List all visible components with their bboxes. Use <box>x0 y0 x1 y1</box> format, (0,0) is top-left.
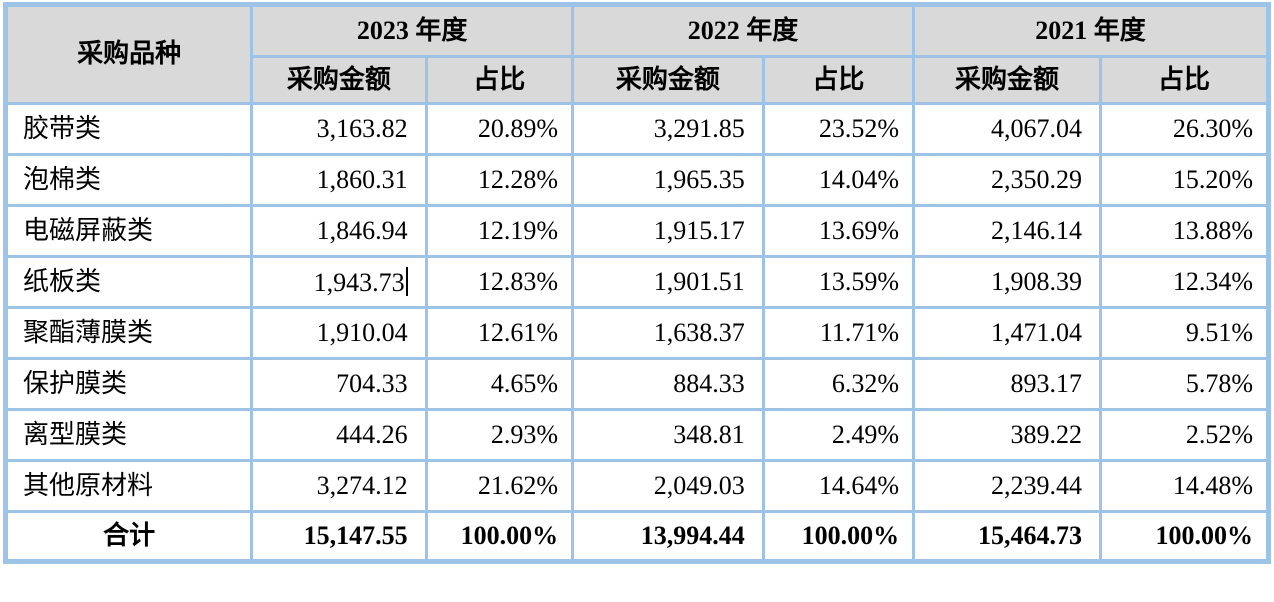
table-row-other-materials: 其他原材料 3,274.12 21.62% 2,049.03 14.64% 2,… <box>3 459 1271 513</box>
category-header-cell[interactable]: 采购品种 <box>3 3 254 105</box>
category-cell[interactable]: 聚酯薄膜类 <box>3 306 254 360</box>
category-cell[interactable]: 纸板类 <box>3 255 254 309</box>
ratio-cell[interactable]: 21.62% <box>424 459 575 513</box>
amount-cell[interactable]: 1,901.51 <box>571 255 765 309</box>
category-cell[interactable]: 保护膜类 <box>3 357 254 411</box>
ratio-cell[interactable]: 14.04% <box>761 153 916 207</box>
ratio-header-2023[interactable]: 占比 <box>424 55 575 105</box>
ratio-cell[interactable]: 13.69% <box>761 204 916 258</box>
table-row-foam: 泡棉类 1,860.31 12.28% 1,965.35 14.04% 2,35… <box>3 153 1271 207</box>
ratio-cell[interactable]: 12.34% <box>1098 255 1271 309</box>
ratio-cell[interactable]: 2.49% <box>761 408 916 462</box>
amount-cell[interactable]: 704.33 <box>250 357 428 411</box>
category-cell[interactable]: 其他原材料 <box>3 459 254 513</box>
total-ratio-cell[interactable]: 100.00% <box>1098 510 1271 563</box>
ratio-cell[interactable]: 12.28% <box>424 153 575 207</box>
table-row-total: 合计 15,147.55 100.00% 13,994.44 100.00% 1… <box>3 510 1271 563</box>
table-row-release-film: 离型膜类 444.26 2.93% 348.81 2.49% 389.22 2.… <box>3 408 1271 462</box>
amount-cell[interactable]: 1,908.39 <box>912 255 1102 309</box>
text-cursor <box>405 266 408 296</box>
ratio-cell[interactable]: 20.89% <box>424 102 575 156</box>
amount-header-2023[interactable]: 采购金额 <box>250 55 428 105</box>
category-cell[interactable]: 胶带类 <box>3 102 254 156</box>
table-row-tape: 胶带类 3,163.82 20.89% 3,291.85 23.52% 4,06… <box>3 102 1271 156</box>
amount-value: 1,943.73 <box>313 267 405 297</box>
header-row-years: 采购品种 2023 年度 2022 年度 2021 年度 <box>3 3 1270 105</box>
table-row-polyester-film: 聚酯薄膜类 1,910.04 12.61% 1,638.37 11.71% 1,… <box>3 306 1271 360</box>
category-cell[interactable]: 泡棉类 <box>3 153 254 207</box>
total-amount-cell[interactable]: 15,147.55 <box>250 510 428 563</box>
amount-cell[interactable]: 4,067.04 <box>912 102 1102 156</box>
year-header-2021[interactable]: 2021 年度 <box>912 3 1270 58</box>
ratio-cell[interactable]: 26.30% <box>1098 102 1271 156</box>
ratio-cell[interactable]: 12.61% <box>424 306 575 360</box>
total-label-cell[interactable]: 合计 <box>3 510 254 563</box>
ratio-cell[interactable]: 4.65% <box>424 357 575 411</box>
ratio-cell[interactable]: 2.93% <box>424 408 575 462</box>
amount-cell[interactable]: 2,146.14 <box>912 204 1102 258</box>
ratio-cell[interactable]: 2.52% <box>1098 408 1271 462</box>
table-footer: 合计 15,147.55 100.00% 13,994.44 100.00% 1… <box>3 510 1271 563</box>
total-amount-cell[interactable]: 13,994.44 <box>571 510 765 563</box>
amount-cell[interactable]: 1,471.04 <box>912 306 1102 360</box>
ratio-cell[interactable]: 23.52% <box>761 102 916 156</box>
amount-cell[interactable]: 2,049.03 <box>571 459 765 513</box>
ratio-cell[interactable]: 12.83% <box>424 255 575 309</box>
amount-cell[interactable]: 893.17 <box>912 357 1102 411</box>
amount-cell[interactable]: 1,965.35 <box>571 153 765 207</box>
ratio-cell[interactable]: 12.19% <box>424 204 575 258</box>
total-amount-cell[interactable]: 15,464.73 <box>912 510 1102 563</box>
amount-cell[interactable]: 3,163.82 <box>250 102 428 156</box>
amount-header-2022[interactable]: 采购金额 <box>571 55 765 105</box>
amount-cell[interactable]: 348.81 <box>571 408 765 462</box>
amount-cell[interactable]: 1,910.04 <box>250 306 428 360</box>
total-ratio-cell[interactable]: 100.00% <box>424 510 575 563</box>
year-header-2023[interactable]: 2023 年度 <box>250 3 575 58</box>
ratio-cell[interactable]: 11.71% <box>761 306 916 360</box>
ratio-cell[interactable]: 6.32% <box>761 357 916 411</box>
ratio-cell[interactable]: 13.59% <box>761 255 916 309</box>
category-cell[interactable]: 电磁屏蔽类 <box>3 204 254 258</box>
total-ratio-cell[interactable]: 100.00% <box>761 510 916 563</box>
ratio-header-2022[interactable]: 占比 <box>761 55 916 105</box>
table-row-protective-film: 保护膜类 704.33 4.65% 884.33 6.32% 893.17 5.… <box>3 357 1271 411</box>
amount-cell[interactable]: 444.26 <box>250 408 428 462</box>
amount-cell[interactable]: 884.33 <box>571 357 765 411</box>
amount-cell[interactable]: 2,350.29 <box>912 153 1102 207</box>
ratio-cell[interactable]: 14.64% <box>761 459 916 513</box>
ratio-header-2021[interactable]: 占比 <box>1098 55 1271 105</box>
ratio-cell[interactable]: 9.51% <box>1098 306 1271 360</box>
ratio-cell[interactable]: 5.78% <box>1098 357 1271 411</box>
year-header-2022[interactable]: 2022 年度 <box>571 3 916 58</box>
amount-cell[interactable]: 389.22 <box>912 408 1102 462</box>
category-cell[interactable]: 离型膜类 <box>3 408 254 462</box>
ratio-cell[interactable]: 14.48% <box>1098 459 1271 513</box>
amount-cell[interactable]: 3,291.85 <box>571 102 765 156</box>
document-page: 采购品种 2023 年度 2022 年度 2021 年度 采购金额 占比 采购金… <box>3 2 1271 564</box>
table-row-emi-shielding: 电磁屏蔽类 1,846.94 12.19% 1,915.17 13.69% 2,… <box>3 204 1271 258</box>
ratio-cell[interactable]: 15.20% <box>1098 153 1271 207</box>
table-header: 采购品种 2023 年度 2022 年度 2021 年度 采购金额 占比 采购金… <box>3 3 1271 105</box>
amount-cell[interactable]: 1,846.94 <box>250 204 428 258</box>
procurement-table: 采购品种 2023 年度 2022 年度 2021 年度 采购金额 占比 采购金… <box>3 2 1271 564</box>
amount-header-2021[interactable]: 采购金额 <box>912 55 1102 105</box>
header-row-subcolumns: 采购金额 占比 采购金额 占比 采购金额 占比 <box>6 55 1271 105</box>
amount-cell[interactable]: 1,943.73 <box>250 255 428 309</box>
amount-cell[interactable]: 1,860.31 <box>250 153 428 207</box>
amount-cell[interactable]: 1,915.17 <box>571 204 765 258</box>
ratio-cell[interactable]: 13.88% <box>1098 204 1271 258</box>
amount-cell[interactable]: 1,638.37 <box>571 306 765 360</box>
amount-cell[interactable]: 3,274.12 <box>250 459 428 513</box>
table-body: 胶带类 3,163.82 20.89% 3,291.85 23.52% 4,06… <box>3 102 1271 513</box>
amount-cell[interactable]: 2,239.44 <box>912 459 1102 513</box>
table-row-cardboard: 纸板类 1,943.73 12.83% 1,901.51 13.59% 1,90… <box>3 255 1271 309</box>
